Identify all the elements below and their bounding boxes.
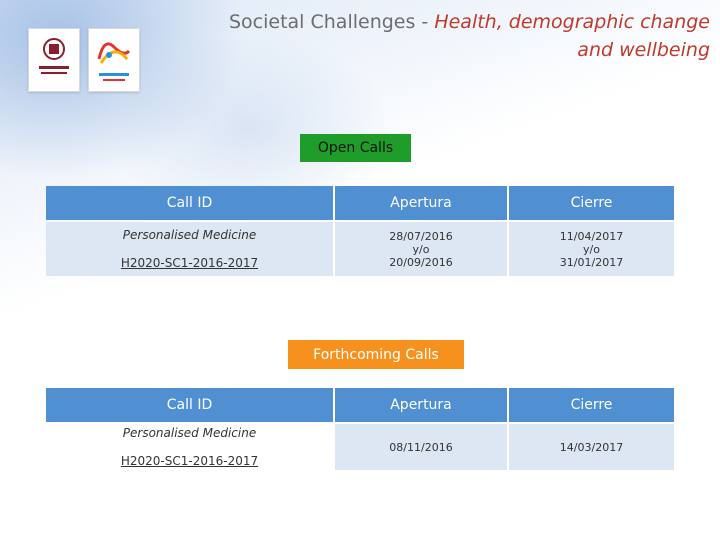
apertura-date-1: 28/07/2016 [389,229,453,243]
column-header-apertura: Apertura [335,388,507,422]
table-header-row: Call ID Apertura Cierre [46,186,674,220]
university-logo [28,28,80,92]
cierre-date-2: 31/01/2017 [559,255,624,269]
page-title: Societal Challenges - Health, demographi… [150,8,710,64]
university-seal-icon [39,38,69,74]
title-topic: Health, demographic change [434,11,710,33]
apertura-connector: y/o [412,242,430,256]
anniversary-emblem-icon [97,42,131,81]
apertura-cell: 08/11/2016 [335,424,507,470]
column-header-call-id: Call ID [46,388,333,422]
call-code-link[interactable]: H2020-SC1-2016-2017 [120,454,259,468]
apertura-cell: 28/07/2016 y/o 20/09/2016 [335,222,507,276]
column-header-call-id: Call ID [46,186,333,220]
forthcoming-calls-label: Forthcoming Calls [288,340,464,369]
cierre-date-1: 11/04/2017 [559,229,624,243]
open-calls-label: Open Calls [300,134,411,162]
apertura-date-2: 20/09/2016 [389,255,453,269]
table-header-row: Call ID Apertura Cierre [46,388,674,422]
cierre-connector: y/o [583,242,600,256]
title-prefix: Societal Challenges - [228,11,435,33]
call-name: Personalised Medicine [122,228,257,242]
open-calls-table: Call ID Apertura Cierre Personalised Med… [44,184,676,278]
call-id-cell: Personalised Medicine H2020-SC1-2016-201… [46,222,333,276]
column-header-cierre: Cierre [509,186,674,220]
table-row: Personalised Medicine H2020-SC1-2016-201… [46,222,674,276]
column-header-apertura: Apertura [335,186,507,220]
anniversary-logo [88,28,140,92]
call-code-link[interactable]: H2020-SC1-2016-2017 [120,256,259,270]
call-id-cell: Personalised Medicine H2020-SC1-2016-201… [46,424,333,470]
title-topic-continued: and wellbeing [577,39,710,61]
forthcoming-calls-table: Call ID Apertura Cierre Personalised Med… [44,386,676,472]
call-name: Personalised Medicine [122,426,257,440]
cierre-cell: 11/04/2017 y/o 31/01/2017 [509,222,674,276]
column-header-cierre: Cierre [509,388,674,422]
cierre-cell: 14/03/2017 [509,424,674,470]
table-row: Personalised Medicine H2020-SC1-2016-201… [46,424,674,470]
